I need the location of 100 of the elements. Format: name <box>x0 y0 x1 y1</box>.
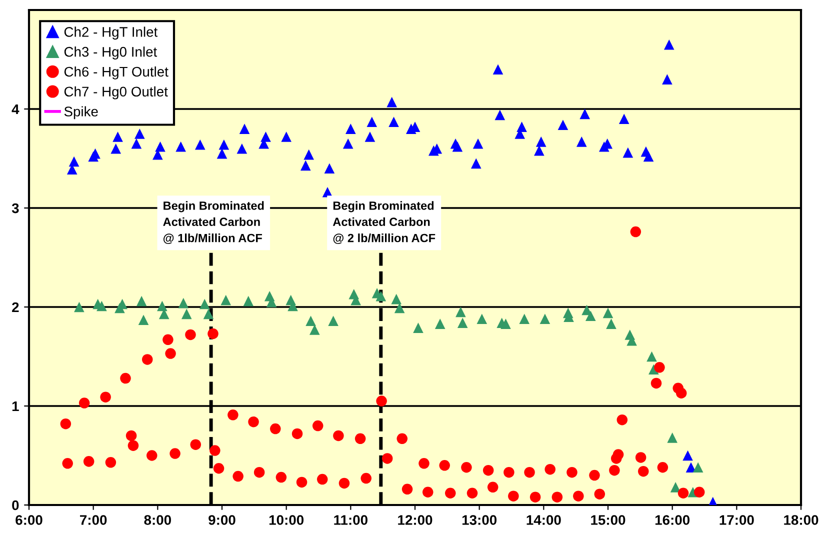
point <box>364 132 376 142</box>
point <box>508 490 519 502</box>
point <box>78 398 90 408</box>
point <box>612 449 624 460</box>
point <box>304 149 314 160</box>
x-tick-label: 6:00 <box>16 515 42 525</box>
point <box>643 151 654 162</box>
point <box>346 124 356 134</box>
point <box>396 433 408 444</box>
point <box>622 147 634 158</box>
point <box>220 294 232 306</box>
point <box>276 472 287 483</box>
point <box>316 474 328 485</box>
point <box>418 458 430 469</box>
point <box>654 362 665 373</box>
point <box>165 348 176 359</box>
point <box>312 420 324 432</box>
point <box>540 314 550 324</box>
point <box>576 136 587 147</box>
point <box>134 128 145 139</box>
point <box>394 302 405 314</box>
point <box>120 372 131 384</box>
point <box>181 308 192 320</box>
point <box>580 108 590 120</box>
point <box>328 316 338 326</box>
x-tick-label: 17:00 <box>720 515 754 525</box>
point <box>589 470 600 481</box>
ref-line-label: Begin Brominated Activated Carbon @ 2 lb/Million ACF <box>332 201 436 244</box>
point <box>236 143 248 154</box>
x-tick-label: 11:00 <box>334 515 368 525</box>
point <box>519 314 530 324</box>
point <box>333 430 344 442</box>
y-tick-label: 3 <box>12 203 19 214</box>
point <box>422 486 434 498</box>
point <box>248 416 259 428</box>
point <box>146 450 158 461</box>
point <box>609 464 620 476</box>
point <box>482 464 494 476</box>
point <box>558 120 568 130</box>
point <box>83 456 94 467</box>
point <box>635 452 646 463</box>
y-tick-label: 1 <box>12 401 19 412</box>
point <box>128 440 139 451</box>
point <box>309 324 320 335</box>
point <box>413 322 424 333</box>
point <box>386 96 397 108</box>
point <box>243 296 254 306</box>
point <box>218 139 230 150</box>
point <box>434 318 446 329</box>
x-tick-label: 12:00 <box>398 515 432 525</box>
point <box>470 158 482 169</box>
y-tick-label: 2 <box>12 302 19 312</box>
point <box>138 314 149 326</box>
point <box>682 450 693 461</box>
point <box>208 328 218 340</box>
point <box>445 488 456 498</box>
point <box>306 316 316 326</box>
point <box>213 462 224 474</box>
point <box>676 388 687 399</box>
point <box>500 318 511 329</box>
point <box>391 294 402 304</box>
point <box>618 114 630 124</box>
point <box>360 472 372 484</box>
point <box>178 298 189 308</box>
y-tick-label: 0 <box>12 500 19 510</box>
point <box>300 160 311 171</box>
point <box>452 141 463 152</box>
point <box>530 492 541 502</box>
point <box>60 418 72 430</box>
point <box>487 482 498 493</box>
point <box>492 64 504 75</box>
point <box>342 138 354 149</box>
point <box>670 482 681 492</box>
point <box>544 464 556 475</box>
point <box>662 74 672 84</box>
point <box>650 378 662 389</box>
point <box>68 156 80 167</box>
legend-label: Spike <box>64 106 98 120</box>
point <box>646 351 657 362</box>
point <box>203 308 214 320</box>
point <box>292 428 303 440</box>
point <box>62 458 73 469</box>
point <box>254 466 265 478</box>
point <box>281 132 292 142</box>
point <box>110 143 121 154</box>
point <box>176 141 186 152</box>
point <box>338 478 350 489</box>
point <box>402 484 413 495</box>
point <box>573 490 584 502</box>
point <box>664 40 674 50</box>
point <box>638 466 649 477</box>
point <box>552 492 563 502</box>
point <box>157 300 168 312</box>
point <box>376 396 387 406</box>
point <box>466 488 478 498</box>
point <box>476 314 488 324</box>
point <box>606 318 616 329</box>
point <box>100 392 111 402</box>
y-tick-label: 4 <box>12 104 20 114</box>
x-tick-label: 16:00 <box>655 515 690 525</box>
